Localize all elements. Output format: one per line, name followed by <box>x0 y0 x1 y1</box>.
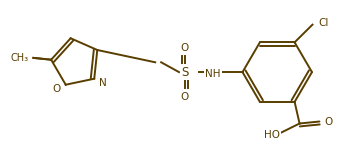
Text: S: S <box>181 66 188 79</box>
Text: N: N <box>99 78 107 88</box>
Text: O: O <box>325 117 333 127</box>
Text: CH₃: CH₃ <box>10 53 28 63</box>
Text: O: O <box>181 43 189 53</box>
Text: O: O <box>52 84 61 94</box>
Text: NH: NH <box>205 69 220 79</box>
Text: O: O <box>181 92 189 102</box>
Text: HO: HO <box>264 130 280 140</box>
Text: Cl: Cl <box>318 18 329 28</box>
